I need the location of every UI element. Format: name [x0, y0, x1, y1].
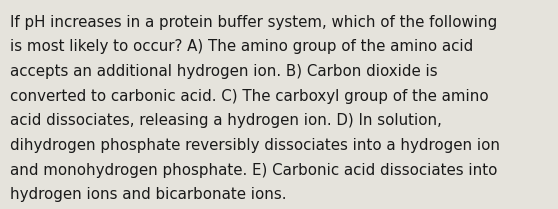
- Text: converted to carbonic acid. C) The carboxyl group of the amino: converted to carbonic acid. C) The carbo…: [10, 89, 489, 104]
- Text: acid dissociates, releasing a hydrogen ion. D) In solution,: acid dissociates, releasing a hydrogen i…: [10, 113, 442, 128]
- Text: and monohydrogen phosphate. E) Carbonic acid dissociates into: and monohydrogen phosphate. E) Carbonic …: [10, 163, 497, 178]
- Text: accepts an additional hydrogen ion. B) Carbon dioxide is: accepts an additional hydrogen ion. B) C…: [10, 64, 437, 79]
- Text: dihydrogen phosphate reversibly dissociates into a hydrogen ion: dihydrogen phosphate reversibly dissocia…: [10, 138, 500, 153]
- Text: If pH increases in a protein buffer system, which of the following: If pH increases in a protein buffer syst…: [10, 15, 497, 30]
- Text: is most likely to occur? A) The amino group of the amino acid: is most likely to occur? A) The amino gr…: [10, 39, 473, 54]
- Text: hydrogen ions and bicarbonate ions.: hydrogen ions and bicarbonate ions.: [10, 187, 287, 202]
